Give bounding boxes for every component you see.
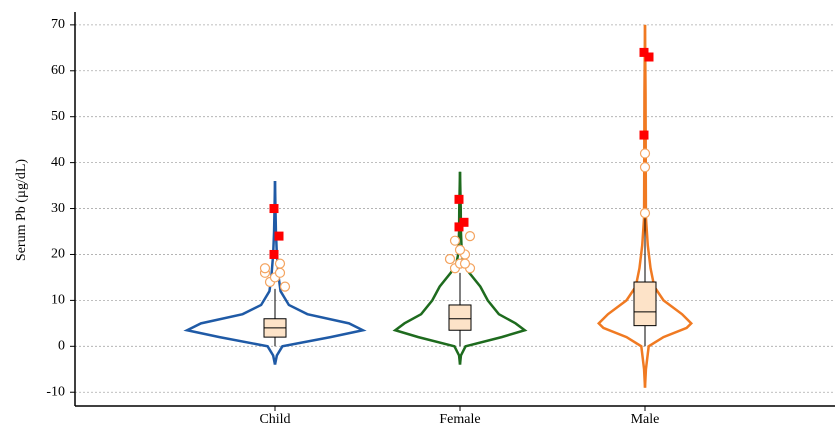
extreme-outlier [639, 47, 649, 57]
x-tick-label: Female [439, 412, 480, 427]
y-tick-label: 40 [51, 155, 65, 170]
y-tick-label: -10 [46, 384, 65, 399]
violin-outline [596, 24, 647, 388]
y-tick-label: 0 [58, 339, 65, 354]
box [448, 304, 472, 331]
y-tick-label: 20 [51, 247, 65, 262]
extreme-outlier [454, 194, 464, 204]
outlier [639, 148, 651, 159]
extreme-outlier [644, 52, 654, 62]
x-tick-label: Male [631, 412, 660, 427]
y-tick-label: 70 [51, 17, 65, 32]
outlier [274, 258, 286, 269]
extreme-outlier [639, 130, 649, 140]
y-tick-label: 30 [51, 201, 65, 216]
y-tick-label: 10 [51, 293, 65, 308]
outlier [639, 208, 651, 219]
y-tick-label: 50 [51, 109, 65, 124]
violin-outline [183, 180, 277, 365]
extreme-outlier [274, 231, 284, 241]
extreme-outlier [269, 204, 279, 214]
y-tick-label: 60 [51, 63, 65, 78]
outlier [459, 258, 471, 269]
box [633, 281, 657, 327]
violin-outline [643, 24, 694, 388]
outlier [464, 230, 476, 242]
y-axis-label: Serum Pb (µg/dL) [14, 159, 29, 262]
outlier [274, 267, 286, 278]
outlier [639, 162, 651, 173]
extreme-outlier [454, 222, 464, 232]
outlier [454, 244, 466, 255]
outlier [259, 263, 271, 274]
extreme-outlier [459, 217, 469, 227]
x-tick-label: Child [259, 412, 290, 427]
outlier [279, 281, 291, 292]
outlier [449, 235, 461, 246]
outlier [444, 253, 456, 265]
extreme-outlier [269, 249, 279, 259]
violin-outline [458, 171, 528, 365]
